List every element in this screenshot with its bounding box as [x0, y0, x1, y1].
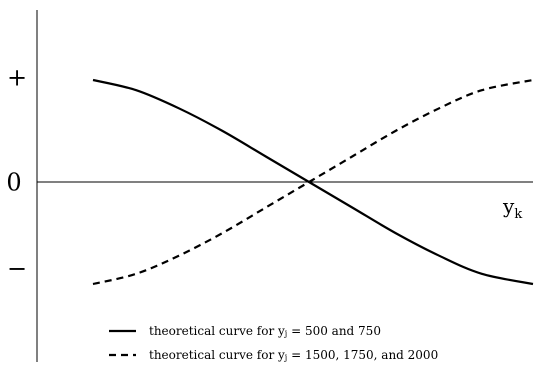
- legend-entry-dashed: theoretical curve for yj = 1500, 1750, a…: [109, 348, 438, 363]
- legend-label-dashed: theoretical curve for yj = 1500, 1750, a…: [149, 348, 438, 363]
- y-tick-minus: −: [7, 255, 27, 283]
- x-axis-title-subscript: k: [514, 207, 522, 222]
- legend-label-dashed-prefix: theoretical curve for y: [149, 348, 285, 362]
- x-axis-title-main: y: [502, 194, 515, 218]
- legend-label-solid: theoretical curve for yj = 500 and 750: [149, 324, 381, 339]
- series-dashed-curve: [92, 78, 534, 286]
- x-axis-title: yk: [502, 194, 522, 222]
- legend-label-solid-subscript: j: [284, 329, 287, 338]
- legend-label-solid-prefix: theoretical curve for y: [149, 324, 285, 338]
- legend-entry-solid: theoretical curve for yj = 500 and 750: [109, 324, 381, 339]
- y-tick-zero: 0: [6, 169, 21, 197]
- legend-label-dashed-subscript: j: [284, 353, 287, 362]
- y-tick-plus: +: [7, 64, 27, 92]
- legend-label-solid-suffix: = 500 and 750: [287, 324, 381, 338]
- legend: theoretical curve for yj = 500 and 750 t…: [109, 324, 438, 363]
- legend-label-dashed-suffix: = 1500, 1750, and 2000: [287, 348, 438, 362]
